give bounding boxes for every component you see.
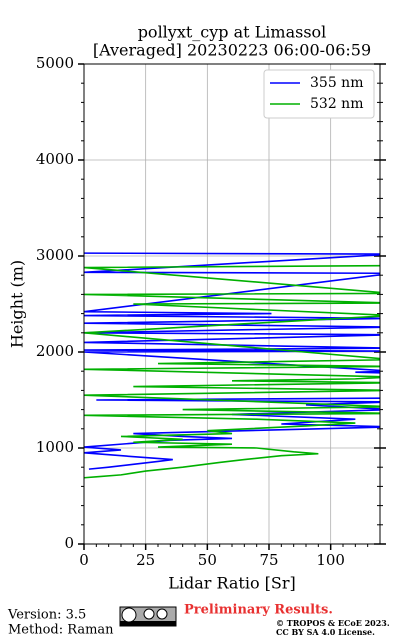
y-tick-label: 0 bbox=[64, 534, 74, 552]
x-tick-label: 50 bbox=[198, 551, 217, 569]
y-tick-label: 4000 bbox=[36, 150, 74, 168]
x-tick-label: 25 bbox=[136, 551, 155, 569]
version: Version: 3.5 bbox=[7, 608, 86, 623]
profile-line bbox=[84, 264, 380, 479]
y-axis-label: Height (m) bbox=[8, 260, 27, 348]
plot-frame bbox=[83, 63, 381, 545]
profile-line bbox=[84, 252, 380, 470]
cc-logo bbox=[119, 606, 177, 627]
legend-label: 355 nm bbox=[310, 75, 363, 91]
y-tick-label: 1000 bbox=[36, 438, 74, 456]
legend-box bbox=[263, 69, 375, 119]
copyright: © TROPOS & ECoE 2023. bbox=[276, 618, 390, 628]
x-tick-label: 100 bbox=[316, 551, 345, 569]
plot-area bbox=[84, 252, 380, 479]
legend-label: 532 nm bbox=[310, 96, 363, 112]
y-tick-label: 2000 bbox=[36, 342, 74, 360]
license: CC BY SA 4.0 License. bbox=[276, 627, 375, 637]
y-tick-label: 3000 bbox=[36, 246, 74, 264]
preliminary: Preliminary Results. bbox=[184, 603, 333, 618]
y-tick-label: 5000 bbox=[36, 54, 74, 72]
chart-title: pollyxt_cyp at Limassol bbox=[138, 23, 327, 42]
x-tick-label: 75 bbox=[259, 551, 278, 569]
method: Method: Raman bbox=[8, 623, 114, 638]
chart-subtitle: [Averaged] 20230223 06:00-06:59 bbox=[93, 41, 371, 60]
x-axis-label: Lidar Ratio [Sr] bbox=[168, 574, 296, 593]
x-tick-label: 0 bbox=[79, 551, 89, 569]
